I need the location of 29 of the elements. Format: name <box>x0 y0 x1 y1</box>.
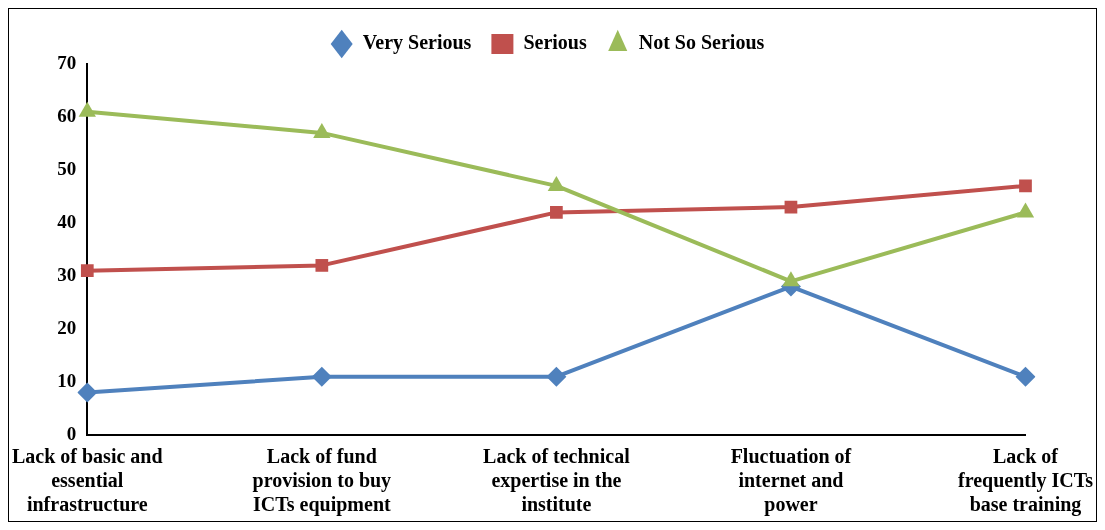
point <box>311 366 332 387</box>
legend-label: Not So Serious <box>638 31 765 54</box>
point <box>77 382 98 403</box>
point <box>1015 366 1036 387</box>
legend-label: Serious <box>523 31 587 54</box>
y-tick-label: 30 <box>57 263 77 285</box>
point <box>315 259 329 272</box>
point <box>550 206 563 219</box>
x-tick-label: Lack of basic and essential infrastructure <box>12 445 163 516</box>
y-tick-label: 60 <box>57 104 77 126</box>
point <box>1019 179 1032 193</box>
x-tick-label: Fluctuation of internet and power <box>730 445 852 517</box>
point <box>313 122 331 138</box>
x-tick-label: Lack of fund provision to buy ICTs equipment <box>252 445 392 517</box>
y-tick-label: 10 <box>57 369 77 391</box>
point <box>782 271 800 287</box>
point <box>78 101 96 117</box>
y-tick-label: 20 <box>57 316 77 338</box>
y-tick-label: 0 <box>66 422 77 444</box>
point <box>80 264 94 278</box>
point <box>1016 202 1035 218</box>
point <box>546 366 567 387</box>
y-tick-label: 40 <box>57 210 77 232</box>
x-tick-label: Lack of technical expertise in the institute <box>483 445 631 516</box>
legend-label: Very Serious <box>362 31 472 55</box>
y-tick-label: 50 <box>57 157 77 179</box>
y-tick-label: 70 <box>57 51 77 73</box>
x-tick-label: Lack of frequently ICTs base training <box>957 445 1094 517</box>
point <box>547 175 566 191</box>
